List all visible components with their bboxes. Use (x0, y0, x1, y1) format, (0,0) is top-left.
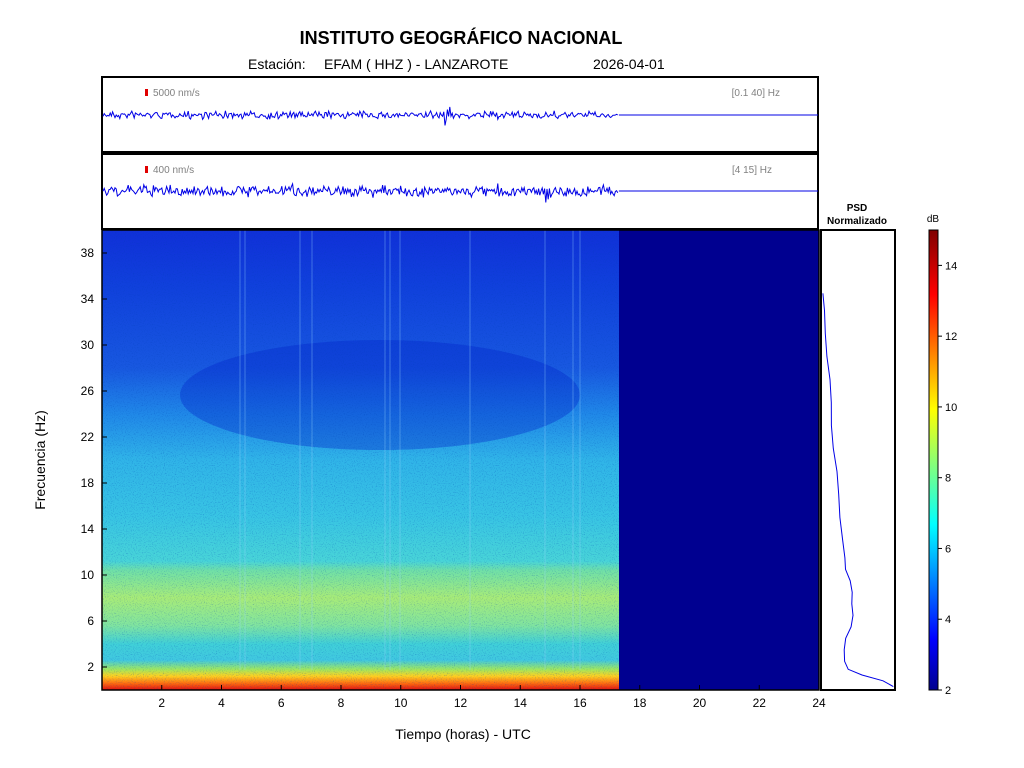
y-tick-label: 30 (81, 338, 95, 352)
colorbar-tick-label: 8 (945, 473, 951, 485)
seismic-trace (102, 106, 619, 126)
psd-title-2: Normalizado (827, 216, 887, 227)
x-tick-label: 14 (514, 696, 528, 710)
x-tick-label: 6 (278, 696, 285, 710)
spectrogram-stripes (239, 230, 581, 670)
y-tick-label: 14 (81, 522, 95, 536)
x-axis: 2 4 6 8 10 12 14 16 18 20 22 24 (158, 685, 826, 710)
x-tick-label: 8 (338, 696, 345, 710)
spectrogram-nodata (619, 230, 819, 690)
y-axis-label: Frecuencia (Hz) (32, 410, 48, 510)
y-tick-label: 34 (81, 292, 95, 306)
x-tick-label: 18 (633, 696, 647, 710)
scale-label: 400 nm/s (153, 165, 194, 176)
y-tick-label: 26 (81, 384, 95, 398)
x-tick-label: 20 (693, 696, 707, 710)
colorbar: dB 2 4 6 8 10 12 14 (927, 214, 957, 697)
y-tick-label: 38 (81, 246, 95, 260)
scale-bar (145, 166, 148, 173)
x-axis-label: Tiempo (horas) - UTC (395, 726, 531, 742)
colorbar-unit: dB (927, 214, 940, 225)
y-tick-label: 18 (81, 476, 95, 490)
y-tick-label: 22 (81, 430, 95, 444)
psd-panel: PSD Normalizado (820, 203, 896, 691)
colorbar-tick-label: 10 (945, 402, 957, 414)
psd-title-1: PSD (847, 203, 868, 214)
y-tick-label: 2 (87, 660, 94, 674)
x-tick-label: 10 (394, 696, 408, 710)
x-tick-label: 12 (454, 696, 468, 710)
spectrogram: 2 4 6 8 10 12 14 16 18 20 22 24 261014182226303438 … (32, 229, 826, 742)
date-label: 2026-04-01 (593, 56, 665, 72)
x-tick-label: 24 (812, 696, 826, 710)
page-title: INSTITUTO GEOGRÁFICO NACIONAL (300, 27, 623, 48)
filter-label: [0.1 40] Hz (732, 88, 780, 99)
scale-bar (145, 89, 148, 96)
x-tick-label: 22 (753, 696, 767, 710)
y-tick-label: 10 (81, 568, 95, 582)
scale-label: 5000 nm/s (153, 88, 200, 99)
colorbar-tick-label: 2 (945, 685, 951, 697)
colorbar-tick-label: 12 (945, 331, 957, 343)
colorbar-tick-label: 6 (945, 543, 951, 555)
psd-curve (822, 293, 894, 687)
station-label: EFAM ( HHZ ) - LANZAROTE (324, 56, 508, 72)
colorbar-tick-label: 4 (945, 614, 951, 626)
x-tick-label: 2 (158, 696, 165, 710)
trace-panel-filtered: 400 nm/s [4 15] Hz (101, 153, 819, 230)
x-tick-label: 4 (218, 696, 225, 710)
spectrogram-speckle (102, 230, 619, 690)
filter-label: [4 15] Hz (732, 165, 772, 176)
trace-panel-broadband: 5000 nm/s [0.1 40] Hz (101, 76, 819, 153)
station-prefix: Estación: (248, 56, 306, 72)
seismic-trace (102, 182, 619, 203)
y-tick-label: 6 (87, 614, 94, 628)
x-tick-label: 16 (573, 696, 587, 710)
colorbar-tick-label: 14 (945, 260, 957, 272)
